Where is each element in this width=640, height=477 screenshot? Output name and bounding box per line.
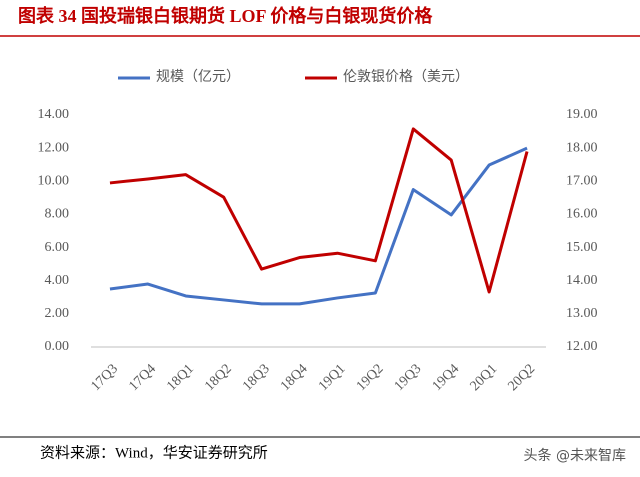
y-tick-label: 4.00 bbox=[45, 273, 70, 288]
y2-tick-label: 15.00 bbox=[566, 240, 598, 255]
legend-label: 规模（亿元） bbox=[156, 69, 240, 85]
y2-tick-label: 12.00 bbox=[566, 339, 598, 354]
watermark: 头条 @未来智库 bbox=[524, 447, 626, 464]
series-line bbox=[109, 146, 528, 306]
y-tick-label: 10.00 bbox=[38, 174, 70, 189]
y2-tick-label: 18.00 bbox=[566, 140, 598, 155]
x-tick-label: 17Q3 bbox=[88, 361, 121, 394]
x-tick-label: 19Q1 bbox=[316, 361, 349, 394]
y2-tick-label: 17.00 bbox=[566, 174, 598, 189]
legend-label: 伦敦银价格（美元） bbox=[343, 69, 469, 85]
chart-title: 图表 34 国投瑞银白银期货 LOF 价格与白银现货价格 bbox=[18, 5, 433, 26]
x-tick-label: 20Q1 bbox=[468, 361, 501, 394]
y2-tick-label: 19.00 bbox=[566, 107, 598, 122]
x-tick-label: 19Q3 bbox=[392, 361, 425, 394]
y2-tick-label: 14.00 bbox=[566, 273, 598, 288]
y-tick-label: 14.00 bbox=[38, 107, 70, 122]
x-tick-label: 19Q4 bbox=[430, 361, 463, 394]
y-tick-label: 2.00 bbox=[45, 306, 70, 321]
x-tick-label: 18Q1 bbox=[164, 361, 197, 394]
x-tick-label: 19Q2 bbox=[354, 361, 387, 394]
y2-tick-label: 16.00 bbox=[566, 207, 598, 222]
y-tick-label: 0.00 bbox=[45, 339, 70, 354]
y-tick-label: 6.00 bbox=[45, 240, 70, 255]
y2-tick-label: 13.00 bbox=[566, 306, 598, 321]
source: 资料来源：Wind，华安证券研究所 bbox=[40, 444, 268, 461]
x-tick-label: 18Q2 bbox=[202, 361, 235, 394]
x-tick-label: 20Q2 bbox=[506, 361, 539, 394]
x-tick-label: 17Q4 bbox=[126, 361, 159, 394]
series-line bbox=[109, 127, 529, 294]
x-tick-label: 18Q4 bbox=[278, 361, 311, 394]
y-tick-label: 12.00 bbox=[38, 140, 70, 155]
y-tick-label: 8.00 bbox=[45, 207, 70, 222]
x-tick-label: 18Q3 bbox=[240, 361, 273, 394]
